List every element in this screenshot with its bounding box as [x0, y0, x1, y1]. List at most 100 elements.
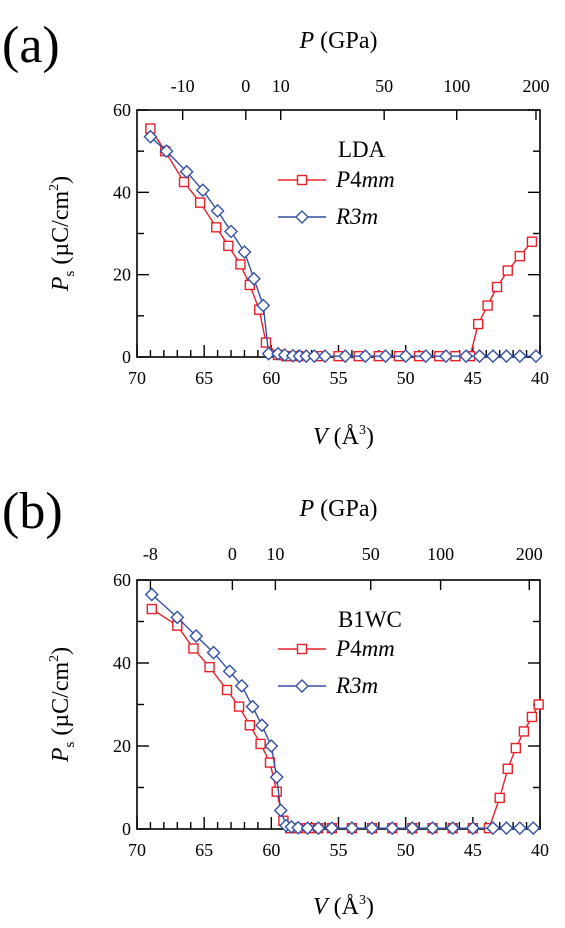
x-tick-label: 65	[195, 368, 213, 388]
x-tick-label: 45	[464, 840, 482, 860]
legend-entry: R3m	[335, 673, 378, 698]
data-point	[234, 678, 249, 693]
data-point	[398, 349, 413, 364]
data-point	[255, 738, 266, 750]
data-point	[311, 821, 326, 836]
top-tick-label: -8	[143, 544, 158, 564]
data-point	[526, 236, 538, 247]
data-point	[194, 197, 206, 208]
data-point	[221, 684, 233, 696]
data-point	[170, 610, 185, 625]
data-point	[144, 587, 159, 602]
top-tick-label: 200	[516, 544, 543, 564]
data-point	[235, 259, 246, 270]
data-point	[514, 250, 526, 262]
data-point	[499, 349, 514, 364]
data-point	[246, 271, 261, 286]
data-point	[485, 821, 500, 836]
y-tick-label: 0	[122, 347, 131, 367]
data-point	[528, 349, 543, 364]
series-r3m	[144, 587, 541, 836]
data-point	[418, 349, 433, 364]
data-point	[512, 349, 527, 364]
data-point	[499, 821, 514, 836]
legend-title: B1WC	[338, 607, 402, 632]
data-point	[159, 144, 174, 159]
data-point	[338, 349, 353, 364]
data-point	[465, 821, 480, 836]
data-point	[195, 183, 210, 198]
x-tick-label: 70	[128, 840, 146, 860]
data-point	[210, 203, 225, 218]
data-point	[178, 176, 190, 188]
legend: LDA P4mm R3m	[278, 137, 395, 229]
top-tick-label: 10	[266, 544, 284, 564]
y-tick-label: 40	[113, 182, 131, 202]
data-point	[223, 240, 234, 252]
y-tick-label: 20	[113, 736, 131, 756]
data-point	[502, 763, 513, 775]
data-point	[365, 821, 380, 836]
data-point	[300, 821, 315, 836]
top-tick-label: 10	[272, 76, 290, 96]
x-tick-label: 65	[195, 840, 213, 860]
panel-label: (a)	[2, 17, 60, 74]
data-point	[244, 720, 256, 731]
data-point	[291, 820, 306, 835]
top-axis-title: P (GPa)	[299, 496, 378, 522]
top-tick-label: -10	[171, 76, 195, 96]
top-tick-label: 0	[241, 76, 250, 96]
y-tick-label: 40	[113, 653, 131, 673]
top-tick-label: 50	[375, 76, 393, 96]
data-point	[204, 661, 215, 673]
x-tick-label: 55	[330, 368, 348, 388]
data-point	[256, 298, 271, 313]
data-point	[146, 603, 157, 615]
data-point	[510, 742, 522, 754]
data-point	[324, 821, 339, 836]
x-tick-label: 50	[397, 368, 415, 388]
data-point	[189, 629, 204, 644]
data-point	[260, 337, 272, 348]
data-point	[273, 803, 288, 818]
x-tick-label: 60	[262, 840, 280, 860]
data-point	[188, 643, 199, 654]
x-tick-label: 40	[531, 840, 549, 860]
top-tick-label: 0	[228, 544, 237, 564]
x-tick-label: 60	[262, 368, 280, 388]
data-point	[473, 318, 484, 330]
data-point	[482, 300, 493, 311]
data-point	[237, 245, 252, 260]
legend-marker	[295, 679, 309, 693]
data-point	[264, 739, 279, 753]
data-point	[502, 265, 513, 276]
data-point	[344, 821, 359, 836]
top-tick-label: 200	[522, 76, 549, 96]
data-point	[485, 349, 500, 364]
data-point	[211, 222, 222, 233]
data-point	[472, 349, 487, 364]
data-point	[206, 645, 221, 660]
data-point	[179, 164, 194, 179]
data-point	[405, 821, 420, 836]
y-tick-label: 60	[113, 100, 131, 120]
x-tick-label: 55	[330, 840, 348, 860]
legend-marker	[296, 174, 308, 186]
data-point	[271, 786, 282, 797]
panel-b: (b) 70 65 60 55 50 45 40 0 20 40 60 -8 0 10 50 100 200 P (…	[2, 483, 549, 920]
data-point	[245, 699, 260, 714]
legend-marker	[295, 210, 309, 224]
data-point	[143, 129, 158, 144]
x-axis-title: V (Å3)	[313, 423, 374, 450]
y-tick-label: 0	[122, 819, 131, 839]
x-tick-label: 45	[464, 368, 482, 388]
top-tick-label: 50	[362, 544, 380, 564]
data-point	[491, 281, 503, 293]
data-point	[385, 821, 400, 836]
data-point	[261, 346, 276, 361]
data-point	[445, 821, 460, 836]
y-tick-label: 20	[113, 265, 131, 285]
data-point	[222, 664, 237, 679]
data-point	[526, 711, 538, 723]
